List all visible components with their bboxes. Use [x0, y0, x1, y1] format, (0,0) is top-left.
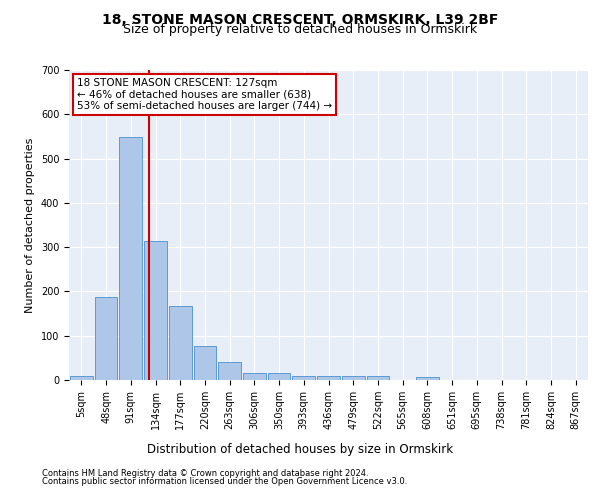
- Bar: [317, 376, 340, 380]
- Bar: [268, 374, 290, 380]
- Text: Distribution of detached houses by size in Ormskirk: Distribution of detached houses by size …: [147, 442, 453, 456]
- Bar: [95, 296, 118, 380]
- Bar: [367, 376, 389, 380]
- Bar: [342, 376, 365, 380]
- Bar: [243, 374, 266, 380]
- Bar: [416, 378, 439, 380]
- Bar: [292, 376, 315, 380]
- Bar: [194, 346, 216, 380]
- Text: 18, STONE MASON CRESCENT, ORMSKIRK, L39 2BF: 18, STONE MASON CRESCENT, ORMSKIRK, L39 …: [102, 12, 498, 26]
- Text: Contains HM Land Registry data © Crown copyright and database right 2024.: Contains HM Land Registry data © Crown c…: [42, 468, 368, 477]
- Y-axis label: Number of detached properties: Number of detached properties: [25, 138, 35, 312]
- Text: Contains public sector information licensed under the Open Government Licence v3: Contains public sector information licen…: [42, 477, 407, 486]
- Bar: [169, 306, 191, 380]
- Bar: [119, 138, 142, 380]
- Text: Size of property relative to detached houses in Ormskirk: Size of property relative to detached ho…: [123, 22, 477, 36]
- Bar: [218, 362, 241, 380]
- Bar: [144, 240, 167, 380]
- Text: 18 STONE MASON CRESCENT: 127sqm
← 46% of detached houses are smaller (638)
53% o: 18 STONE MASON CRESCENT: 127sqm ← 46% of…: [77, 78, 332, 111]
- Bar: [70, 376, 93, 380]
